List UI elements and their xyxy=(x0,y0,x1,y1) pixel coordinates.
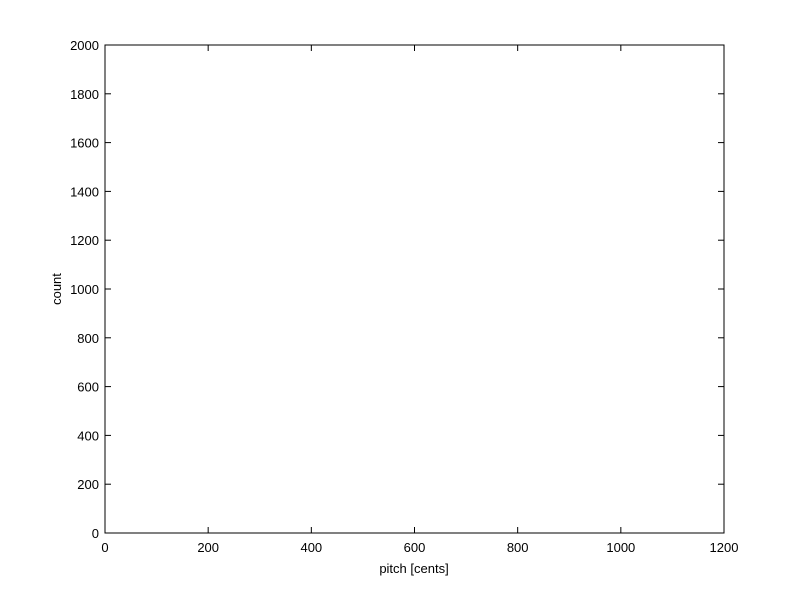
x-tick-label: 400 xyxy=(300,540,322,555)
y-tick-label: 1800 xyxy=(70,87,99,102)
plot-frame xyxy=(104,44,725,534)
x-tick-label: 1000 xyxy=(606,540,635,555)
y-tick-label: 1400 xyxy=(70,184,99,199)
y-tick-label: 1200 xyxy=(70,233,99,248)
y-tick-label: 2000 xyxy=(70,38,99,53)
x-tick-label: 800 xyxy=(507,540,529,555)
x-tick-label: 0 xyxy=(101,540,108,555)
x-tick-label: 600 xyxy=(404,540,426,555)
y-axis-label: count xyxy=(49,273,64,305)
axes: 0 200 400 600 800 1000 1200 0 200 400 600 800 1000 12… xyxy=(70,38,738,555)
y-tick-label: 1600 xyxy=(70,136,99,151)
y-tick-label: 0 xyxy=(92,526,99,541)
y-tick-label: 400 xyxy=(77,428,99,443)
y-tick-label: 800 xyxy=(77,331,99,346)
y-tick-label: 1000 xyxy=(70,282,99,297)
x-tick-label: 1200 xyxy=(710,540,739,555)
y-tick-label: 200 xyxy=(77,477,99,492)
x-axis-label: pitch [cents] xyxy=(379,561,448,576)
x-tick-label: 200 xyxy=(197,540,219,555)
y-tick-label: 600 xyxy=(77,380,99,395)
